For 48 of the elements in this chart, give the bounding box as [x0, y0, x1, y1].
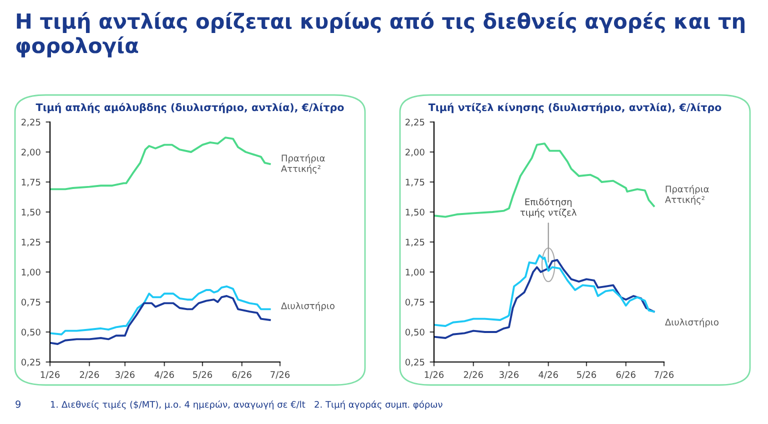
- y-tick-label: 1,50: [406, 208, 424, 216]
- x-tick-label: 6/26: [232, 371, 252, 379]
- x-tick-label: 4/26: [154, 371, 174, 379]
- y-tick-label: 1,00: [406, 268, 424, 276]
- x-tick-label: 4/26: [538, 371, 558, 379]
- y-tick-label: 1,25: [22, 238, 40, 246]
- annotation: Επιδότηση τιμής ντίζελ: [520, 198, 576, 218]
- line-series: [50, 136, 271, 190]
- x-tick-label: 2/26: [464, 371, 483, 379]
- x-tick-label: 5/26: [577, 371, 596, 379]
- x-tick-label: 3/26: [500, 371, 519, 379]
- x-tick-label: 7/26: [654, 371, 674, 379]
- y-tick-label: 2,25: [22, 118, 40, 126]
- y-tick-label: 0,75: [405, 298, 424, 306]
- chart-title: Τιμή απλής αμόλυβδης (διυλιστήριο, αντλία), €/λίτρο: [36, 102, 344, 114]
- line-series: [434, 259, 655, 339]
- y-tick-label: 1,50: [22, 208, 40, 216]
- y-tick-label: 0,75: [21, 298, 40, 306]
- series-label: Διυλιστήριο: [665, 318, 718, 328]
- text: 9: [16, 400, 20, 408]
- text: Η τιμή αντλίας ορίζεται κυρίως από τις διεθνείς αγορές και τη φορολογία: [16, 12, 744, 58]
- line-series: [434, 254, 655, 327]
- x-tick-label: 5/26: [193, 371, 212, 379]
- series-label: Διυλιστήριο: [281, 302, 334, 311]
- y-tick-label: 1,25: [406, 238, 424, 246]
- line-series: [434, 142, 655, 218]
- y-tick-label: 2,00: [22, 148, 40, 156]
- series-label: Πρατήρια Αττικής²: [281, 154, 325, 174]
- x-tick-label: 1/26: [40, 371, 60, 379]
- line-series: [50, 295, 271, 345]
- y-tick-label: 1,75: [406, 178, 424, 186]
- x-tick-label: 3/26: [116, 371, 135, 379]
- y-tick-label: 0,50: [405, 328, 424, 336]
- x-tick-label: 2/26: [80, 371, 99, 379]
- y-tick-label: 1,00: [22, 268, 40, 276]
- y-tick-label: 1,75: [22, 178, 40, 186]
- x-tick-label: 7/26: [270, 371, 290, 379]
- y-tick-label: 0,25: [405, 358, 424, 366]
- text: 1. Διεθνείς τιμές ($/MT), μ.ο. 4 ημερών, αναγωγή σε €/lt 2. Τιμή αγοράς συμπ. φόρων: [50, 400, 442, 410]
- x-tick-label: 1/26: [424, 371, 444, 379]
- chart-title: Τιμή ντίζελ κίνησης (διυλιστήριο, αντλία), €/λίτρο: [428, 102, 722, 114]
- series-label: Πρατήρια Αττικής²: [665, 185, 709, 205]
- y-tick-label: 2,25: [406, 118, 424, 126]
- x-tick-label: 6/26: [616, 371, 636, 379]
- y-tick-label: 0,50: [21, 328, 40, 336]
- y-tick-label: 2,00: [406, 148, 424, 156]
- y-tick-label: 0,25: [21, 358, 40, 366]
- line-series: [50, 285, 271, 336]
